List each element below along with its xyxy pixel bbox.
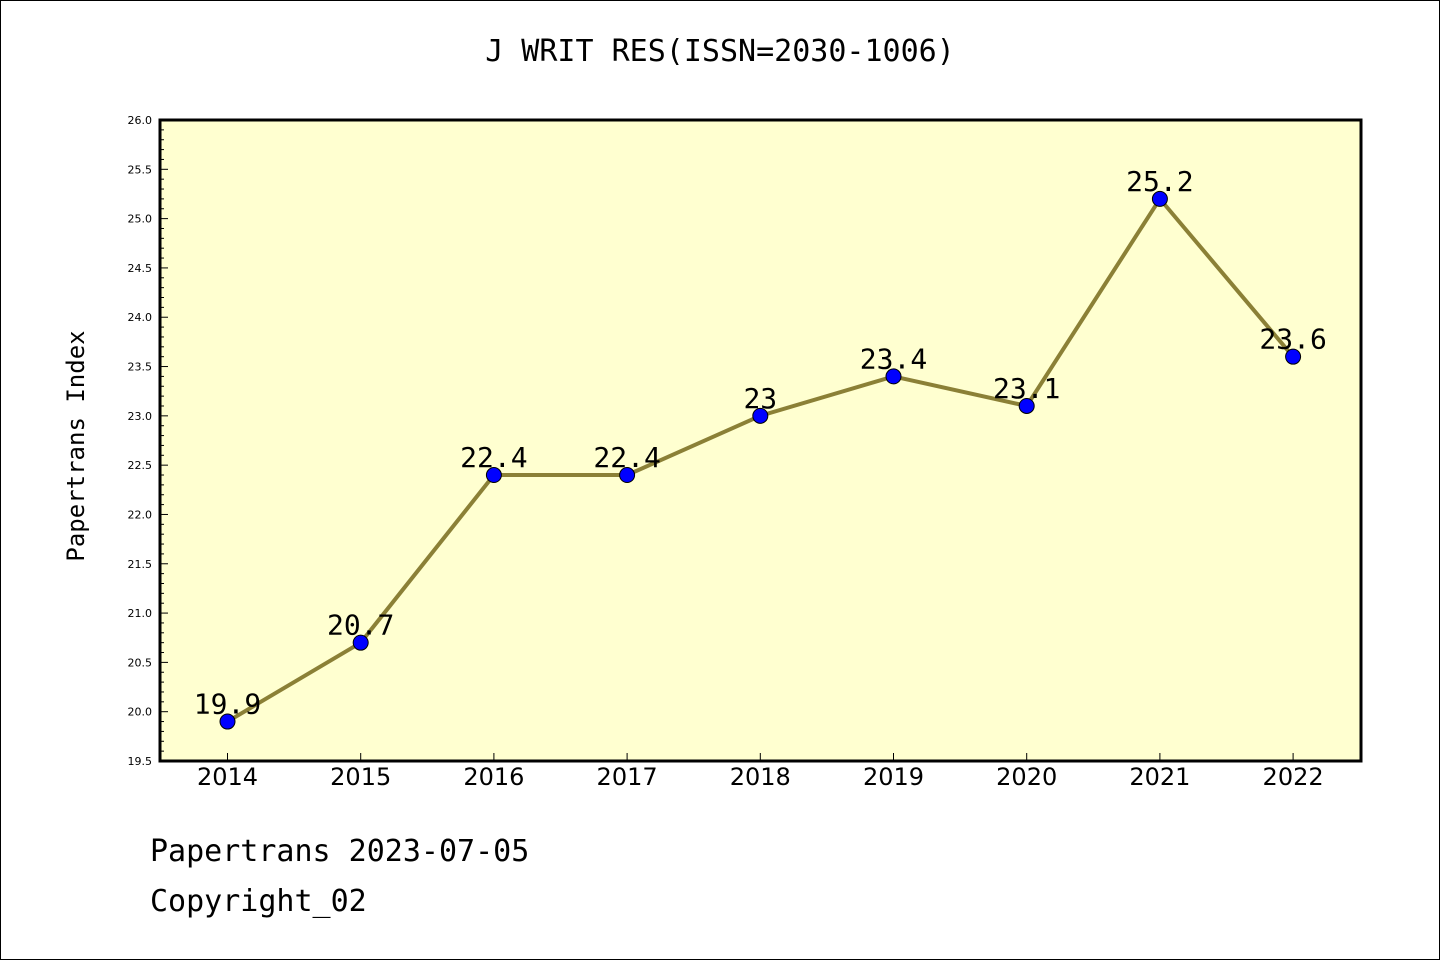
footer-date: Papertrans 2023-07-05 [150,834,530,869]
y-tick-label: 24.0 [128,311,153,324]
chart-title: J WRIT RES(ISSN=2030-1006) [485,34,955,69]
plot-border [158,118,1363,763]
footer-copyright: Copyright_02 [150,884,367,919]
data-point [885,368,902,385]
y-tick-label: 26.0 [128,114,153,127]
data-label: 23.4 [860,342,927,375]
y-tick-label: 21.0 [128,607,153,620]
y-tick-label: 19.5 [128,755,153,768]
data-label: 22.4 [593,441,660,474]
x-tick-label: 2019 [863,763,924,791]
data-label: 20.7 [327,609,394,642]
x-tick-label: 2018 [730,763,791,791]
x-tick-label: 2014 [197,763,258,791]
data-point [1018,397,1035,414]
data-point [219,713,236,730]
x-tick-label: 2015 [330,763,391,791]
x-tick-label: 2022 [1263,763,1324,791]
x-tick-label: 2020 [996,763,1057,791]
data-point [485,467,502,484]
y-tick-label: 23.5 [128,361,153,374]
data-label: 25.2 [1126,165,1193,198]
y-tick-label: 25.5 [128,163,153,176]
data-label: 23.6 [1259,323,1326,356]
data-point [752,407,769,424]
y-tick-label: 24.5 [128,262,153,275]
y-tick-label: 25.0 [128,213,153,226]
data-label: 23.1 [993,372,1060,405]
x-tick-label: 2021 [1129,763,1190,791]
y-tick-label: 21.5 [128,558,153,571]
y-tick-label: 20.5 [128,656,153,669]
plot-area [160,120,1361,761]
data-point [1285,348,1302,365]
data-point [1151,190,1168,207]
data-label: 22.4 [460,441,527,474]
data-point [352,634,369,651]
y-tick-label: 22.5 [128,459,153,472]
x-tick-label: 2016 [463,763,524,791]
y-tick-label: 23.0 [128,410,153,423]
y-tick-label: 20.0 [128,706,153,719]
data-label: 19.9 [194,688,261,721]
data-label: 23 [743,382,777,415]
data-point [619,467,636,484]
y-tick-label: 22.0 [128,508,153,521]
x-tick-label: 2017 [597,763,658,791]
